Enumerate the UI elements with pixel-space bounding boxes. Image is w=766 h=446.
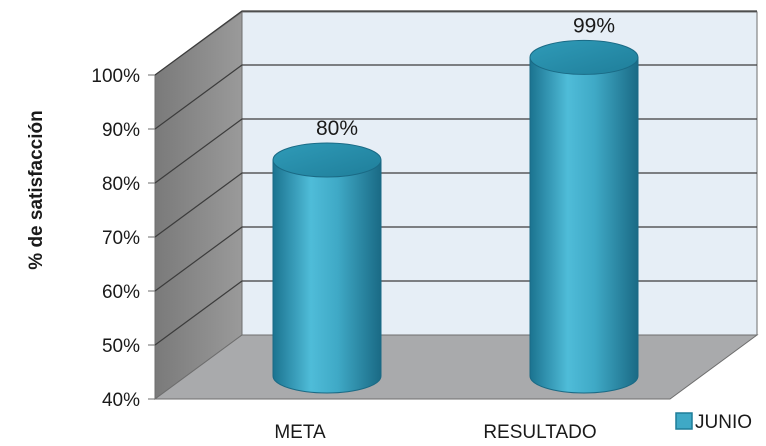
legend: JUNIO <box>675 412 752 433</box>
y-tick-label: 100% <box>91 66 140 87</box>
y-tick-label: 40% <box>102 390 140 411</box>
category-labels: META RESULTADO <box>274 422 596 443</box>
floor <box>153 334 759 400</box>
y-axis-label: % de satisfacción <box>26 110 47 269</box>
legend-swatch <box>675 412 693 430</box>
y-tick-label: 70% <box>102 228 140 249</box>
bar-top <box>272 142 382 178</box>
category-label: RESULTADO <box>483 422 596 443</box>
bars: 80% 99% <box>272 14 639 394</box>
legend-label: JUNIO <box>695 412 752 433</box>
data-label: 80% <box>316 117 358 140</box>
y-tick-label: 60% <box>102 282 140 303</box>
y-tick-label: 90% <box>102 120 140 141</box>
gridline <box>154 10 757 76</box>
bar <box>272 159 382 394</box>
y-tick-label: 80% <box>102 174 140 195</box>
category-label: META <box>274 422 326 443</box>
y-axis-ticks: 40% 50% 60% 70% 80% 90% 100% <box>91 66 155 411</box>
bar-top <box>529 39 639 75</box>
y-tick-label: 50% <box>102 336 140 357</box>
data-label: 99% <box>573 14 615 37</box>
bar <box>529 56 639 394</box>
